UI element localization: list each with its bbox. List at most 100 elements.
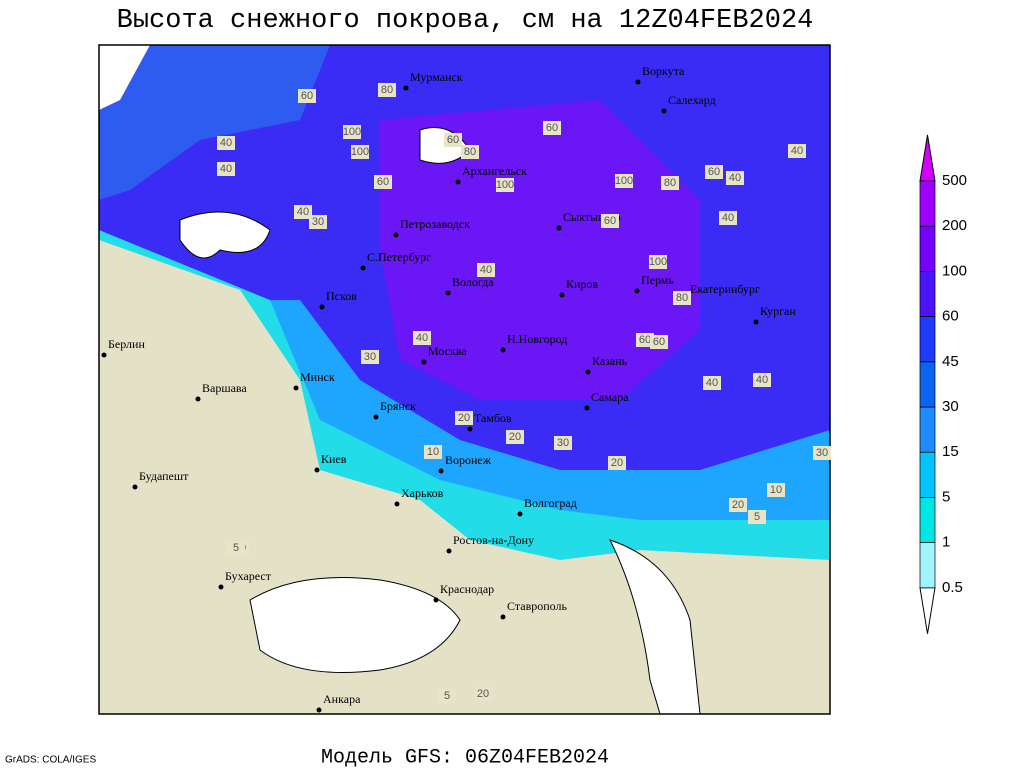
colorbar-label: 15 [942,443,959,460]
colorbar-box [919,406,936,453]
colorbar-label: 0.5 [942,579,963,596]
contour-label-bg [217,162,235,176]
contour-label-bg [748,510,766,524]
contour-label: 60 [653,336,665,348]
contour-label: 40 [297,206,309,218]
contour-label: 80 [676,292,688,304]
city-label: Брянск [380,399,416,413]
city-label: Пермь [641,273,674,287]
city-label: Анкара [323,692,361,706]
city-dot [446,548,452,554]
contour-label: 5 [233,542,239,554]
city-label: Мурманск [410,70,463,84]
contour-label-bg [719,211,737,225]
contour-label-bg [813,446,831,460]
contour-label: 20 [732,499,744,511]
city-dot [195,396,201,402]
contour-label: 60 [639,334,651,346]
contour-label: 10 [770,484,782,496]
contour-label-bg [726,171,744,185]
city-label: Москва [428,344,467,358]
contour-label: 20 [458,412,470,424]
city-dot [753,319,759,325]
city-label: Псков [326,289,357,303]
colorbar-label: 5 [942,488,950,505]
title: Высота снежного покрова, см на 12Z04FEB2… [117,6,814,36]
black-sea [249,577,461,673]
contour-label-bg [729,498,747,512]
city-label: Салехард [668,93,716,107]
contour-label-bg [455,411,473,425]
city-label: Н.Новгород [507,332,567,346]
contour-label-bg [474,687,492,701]
city-label: Киев [321,452,347,466]
contour-label-bg [444,133,462,147]
city-dot [445,290,451,296]
contour-label-bg [461,145,479,159]
contour-label-bg [298,89,316,103]
contour-label: 30 [557,437,569,449]
city-label: Бухарест [225,569,272,583]
contour-label-bg [543,121,561,135]
city-dot [635,79,641,85]
city-label: Воркута [642,64,685,78]
city-dot [556,225,562,231]
contour-label-bg [649,255,667,269]
contour-label-bg [309,215,327,229]
contour-label: 100 [615,175,633,187]
contour-label: 5 [444,690,450,702]
arctic-sea [99,45,150,110]
contour-label-bg [351,145,369,159]
subtitle: Модель GFS: 06Z04FEB2024 [321,746,609,768]
scandinavia [99,45,330,200]
contour-label-bg [705,165,723,179]
city-dot [517,511,523,517]
contour-label: 60 [708,166,720,178]
contour-label-bg [554,436,572,450]
city-label: Минск [300,370,335,384]
contour-label: 60 [377,176,389,188]
colorbar-box [919,316,936,363]
city-label: Ставрополь [507,599,567,613]
colorbar-box [919,225,936,272]
contour-label-bg [703,376,721,390]
city-label: Вологда [452,275,494,289]
contour-label-bg [753,373,771,387]
contour-label-bg [496,178,514,192]
colorbar-box [919,361,936,408]
city-label: Харьков [401,486,444,500]
city-dot [455,179,461,185]
city-dot [585,369,591,375]
labels: Мурманск Воркута Салехард Архангельск Петроз… [101,64,831,713]
contour-label-bg [217,136,235,150]
colorbar-cap-top [919,134,936,182]
contour-label: 100 [351,146,369,158]
contour-label-bg [615,174,633,188]
contour-label: 40 [220,163,232,175]
city-label: Петрозаводск [400,217,470,231]
contour-label-bg [506,430,524,444]
contour-label: 20 [611,457,623,469]
city-dot [132,484,138,490]
contour-label: 20 [509,431,521,443]
city-dot [218,584,224,590]
city-dot [403,85,409,91]
contour-label: 30 [312,216,324,228]
colorbar-cap-bottom [919,587,936,634]
credit: GrADS: COLA/IGES [5,755,96,766]
city-dot [421,359,427,365]
contour-label: 60 [604,215,616,227]
contour-label: 40 [729,172,741,184]
contour-label: 40 [220,137,232,149]
contour-label: 30 [816,447,828,459]
contour-label-bg [788,144,806,158]
contour-label: 40 [706,377,718,389]
city-label: Курган [760,304,796,318]
contour-label-bg [650,335,668,349]
colorbar-label: 1 [942,534,950,551]
city-label: Киров [566,277,598,291]
colorbar-label: 60 [942,308,959,325]
city-dot [433,597,439,603]
city-label: Тамбов [474,411,512,425]
